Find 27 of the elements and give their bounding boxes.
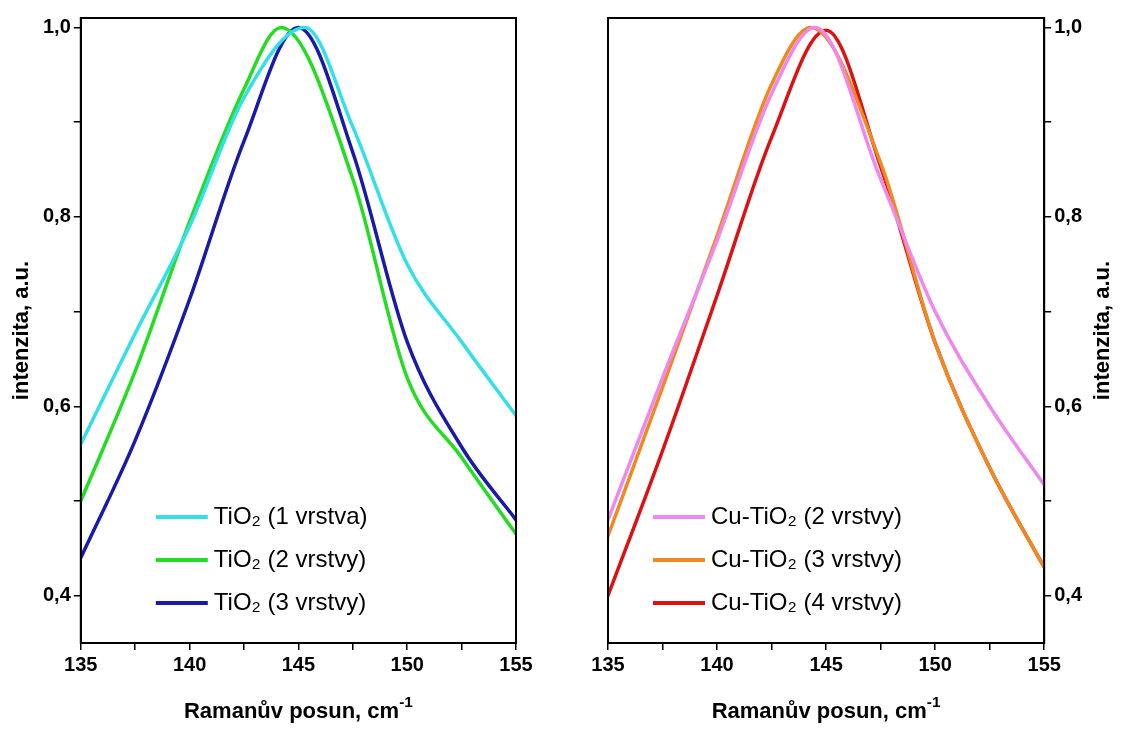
x-tick-label: 140 xyxy=(700,652,734,675)
y-tick-label: 0,4 xyxy=(42,583,72,606)
y2-tick-label: 1,0 xyxy=(1054,14,1083,37)
legend-label: Cu-TiO₂ (3 vrstvy) xyxy=(711,544,903,572)
line-series xyxy=(80,25,516,446)
y-tick-label: 0,6 xyxy=(42,393,71,416)
y-axis-title: intenzita, a.u. xyxy=(8,260,34,401)
y2-axis-title: intenzita, a.u. xyxy=(1089,260,1115,401)
x-tick-label: 135 xyxy=(64,652,98,675)
y-tick-label: 1,0 xyxy=(42,14,71,37)
x-tick-label: 145 xyxy=(281,652,316,675)
legend-label: TiO₂ (2 vrstvy) xyxy=(213,544,367,572)
y-tick-label: 0,8 xyxy=(42,204,71,227)
legend-label: Cu-TiO₂ (4 vrstvy) xyxy=(711,587,903,615)
y2-tick-label: 0,6 xyxy=(1054,393,1083,416)
legend-label: Cu-TiO₂ (2 vrstvy) xyxy=(711,501,903,529)
legend-label: TiO₂ (3 vrstvy) xyxy=(213,587,367,615)
x-tick-label: 155 xyxy=(499,652,533,675)
x-tick-label: 150 xyxy=(918,652,952,675)
x-tick-label: 135 xyxy=(591,652,625,675)
y2-tick-label: 0,8 xyxy=(1054,204,1083,227)
y2-tick-label: 0,4 xyxy=(1054,583,1083,606)
x-tick-label: 140 xyxy=(172,652,207,675)
x-tick-label: 150 xyxy=(390,652,424,675)
x-tick-label: 155 xyxy=(1027,652,1061,675)
x-tick-label: 145 xyxy=(809,652,843,675)
legend-label: TiO₂ (1 vrstva) xyxy=(213,501,368,529)
